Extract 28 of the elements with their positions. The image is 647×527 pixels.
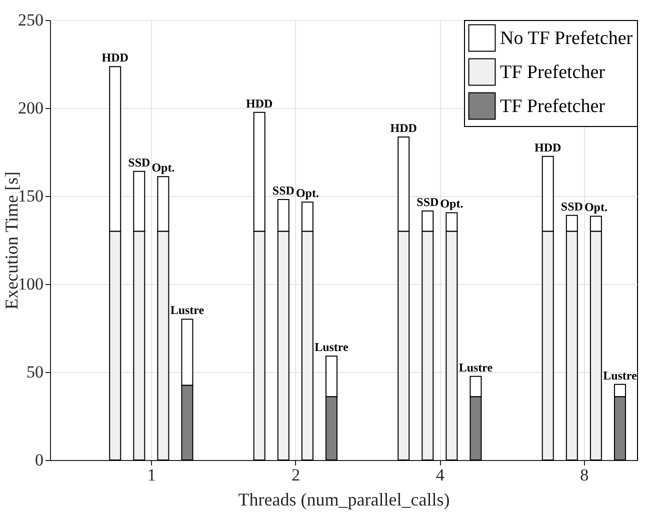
- data-label: Lustre: [170, 303, 205, 318]
- y-tick-label: 0: [35, 450, 44, 470]
- x-axis-title: Threads (num_parallel_calls): [238, 490, 450, 510]
- y-tick-label: 200: [18, 98, 44, 118]
- data-label: HDD: [534, 140, 562, 154]
- data-label: SSD: [560, 199, 584, 214]
- data-label: SSD: [128, 155, 150, 170]
- data-label: Opt.: [296, 186, 319, 200]
- data-label: Lustre: [314, 340, 350, 354]
- text: 8: [580, 466, 589, 484]
- data-label: Lustre: [458, 360, 494, 374]
- data-label: HDD: [246, 96, 274, 110]
- data-label: Opt.: [152, 160, 175, 175]
- text: 2: [292, 466, 300, 484]
- data-label: HDD: [102, 50, 129, 65]
- legend-label: TF Prefetcher: [500, 62, 606, 83]
- y-tick-label: 250: [18, 10, 44, 30]
- data-label: SSD: [416, 194, 439, 209]
- text: 1: [147, 466, 156, 484]
- legend-label: No TF Prefetcher: [500, 28, 634, 49]
- data-label: Opt.: [584, 200, 608, 214]
- text: 4: [436, 466, 445, 484]
- legend-label: TF Prefetcher: [500, 96, 606, 117]
- data-label: Opt.: [440, 196, 464, 211]
- y-tick-label: 50: [26, 362, 44, 382]
- data-label: HDD: [390, 121, 418, 136]
- data-label: SSD: [272, 184, 295, 198]
- data-label: Lustre: [603, 368, 638, 382]
